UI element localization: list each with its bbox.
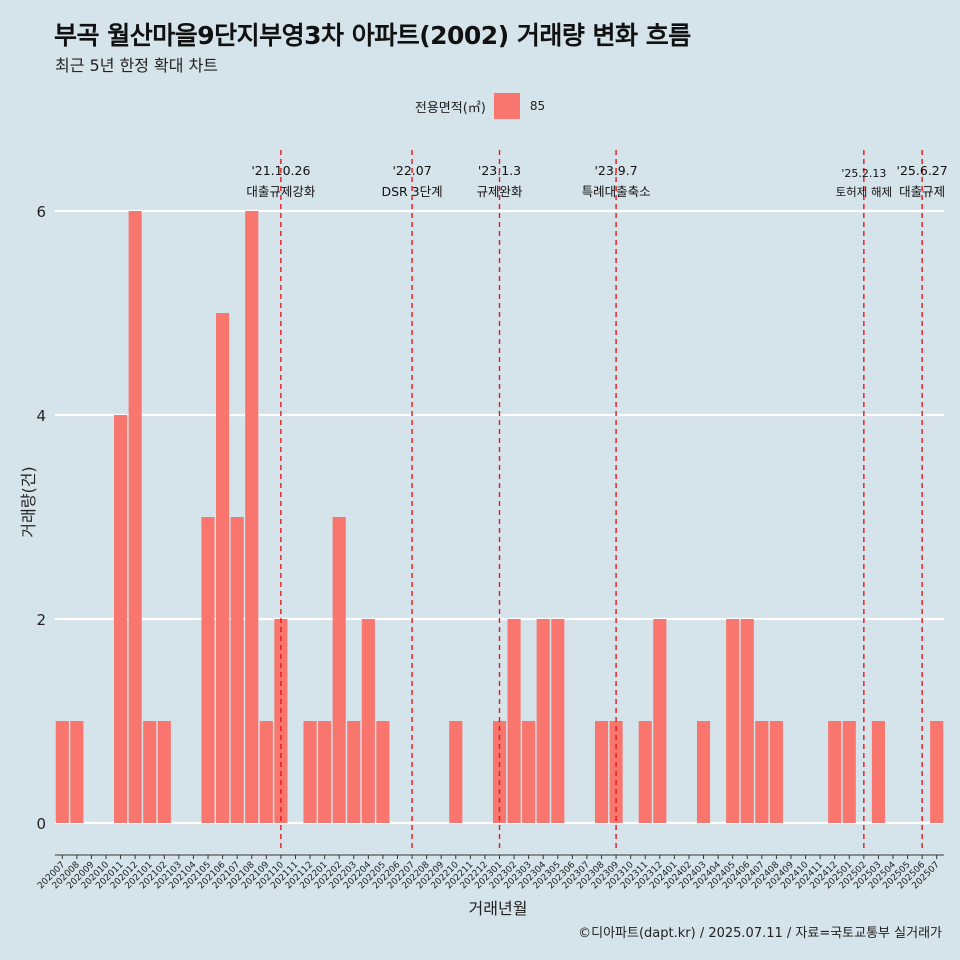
event-name-label: DSR 3단계 <box>381 184 442 199</box>
bar <box>755 721 769 823</box>
event-name-label: 토허제 해제 <box>836 185 893 199</box>
bar <box>449 721 463 823</box>
event-name-label: 특례대출축소 <box>582 184 651 199</box>
y-tick-label: 0 <box>36 815 46 833</box>
bar <box>653 619 667 823</box>
event-date-label: '25.2.13 <box>841 167 886 180</box>
bar <box>259 721 273 823</box>
bar <box>842 721 856 823</box>
bar <box>201 517 215 823</box>
bar <box>347 721 361 823</box>
event-date-label: '23.1.3 <box>478 163 521 178</box>
bar <box>930 721 944 823</box>
bar <box>157 721 171 823</box>
event-date-label: '21.10.26 <box>251 163 310 178</box>
bar <box>114 415 128 823</box>
event-name-label: 규제완화 <box>476 184 523 199</box>
legend: 전용면적(㎡) 85 <box>0 93 960 119</box>
bar <box>230 517 244 823</box>
bar <box>332 517 346 823</box>
event-date-label: '22.07 <box>392 163 431 178</box>
bar <box>507 619 521 823</box>
bar <box>303 721 317 823</box>
x-axis-title: 거래년월 <box>469 899 528 918</box>
chart-subtitle: 최근 5년 한정 확대 차트 <box>55 56 219 75</box>
source-caption: ©디아파트(dapt.kr) / 2025.07.11 / 자료=국토교통부 실… <box>578 926 942 941</box>
bar <box>128 211 142 823</box>
chart-title: 부곡 월산마을9단지부영3차 아파트(2002) 거래량 변화 흐름 <box>54 21 691 50</box>
y-tick-label: 6 <box>36 203 46 221</box>
event-name-label: 대출규제강화 <box>246 184 316 199</box>
bar <box>318 721 332 823</box>
bar <box>828 721 842 823</box>
y-axis-title: 거래량(건) <box>19 466 38 537</box>
legend-swatch <box>493 93 520 119</box>
bar <box>376 721 390 823</box>
legend-title: 전용면적(㎡) <box>414 100 486 116</box>
y-tick-label: 2 <box>36 611 46 629</box>
bar <box>594 721 609 823</box>
bar <box>726 619 740 823</box>
bar <box>216 313 230 823</box>
bar <box>536 619 550 823</box>
bar <box>361 619 375 823</box>
bar <box>522 721 536 823</box>
bar <box>551 619 565 823</box>
bar <box>70 721 84 823</box>
event-date-label: '25.6.27 <box>897 163 948 178</box>
bar <box>871 721 885 823</box>
bar <box>638 721 652 823</box>
event-date-label: '23.9.7 <box>594 163 637 178</box>
bar <box>740 619 754 823</box>
bar <box>143 721 157 823</box>
event-name-label: 대출규제 <box>899 184 945 199</box>
bar <box>696 721 711 823</box>
bar <box>55 721 69 823</box>
bar <box>245 211 259 823</box>
bar <box>769 721 783 823</box>
legend-label: 85 <box>529 99 546 113</box>
y-tick-label: 4 <box>36 407 46 425</box>
